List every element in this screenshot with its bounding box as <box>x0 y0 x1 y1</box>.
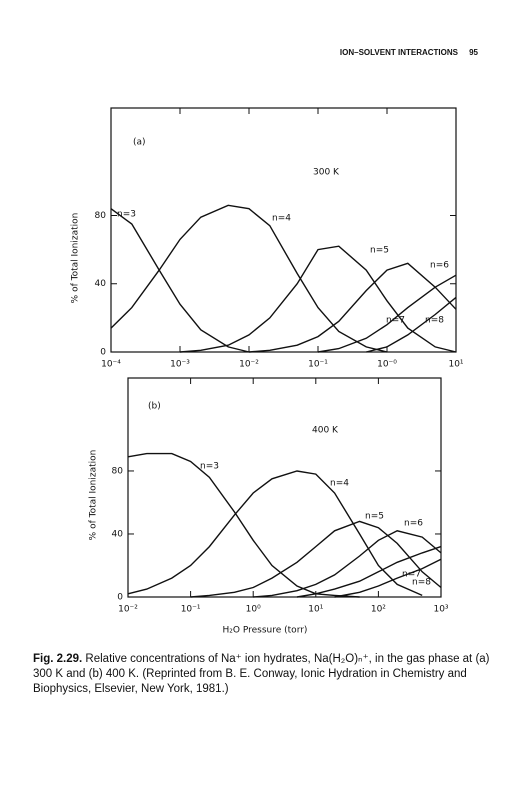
curve-label: n=3 <box>200 462 219 472</box>
curve <box>317 274 457 353</box>
curve <box>334 558 442 598</box>
panel-label: (a) <box>133 138 146 148</box>
curve-label: n=5 <box>365 512 384 522</box>
curve-label: n=5 <box>370 246 389 256</box>
curve-label: n=4 <box>330 479 349 489</box>
plot-frame <box>110 107 457 353</box>
temperature-label: 400 K <box>312 426 339 436</box>
plot-frame <box>127 377 442 598</box>
x-tick-label: 10⁻¹ <box>308 360 328 370</box>
curve-label: n=7 <box>386 316 405 326</box>
x-tick-label: 10⁻¹ <box>181 605 201 615</box>
curve-label: n=7 <box>402 570 421 580</box>
curve-label: n=6 <box>404 519 423 529</box>
running-header: ION–SOLVENT INTERACTIONS <box>340 48 459 57</box>
y-axis-label: % of Total Ionization <box>89 450 99 541</box>
x-tick-label: 10⁰ <box>246 605 261 615</box>
caption-text: Relative concentrations of Na⁺ ion hydra… <box>33 653 490 695</box>
temperature-label: 300 K <box>313 168 340 178</box>
curve <box>248 262 457 353</box>
x-tick-label: 10¹ <box>308 605 323 615</box>
curve <box>127 470 423 597</box>
y-tick-label: 80 <box>95 211 107 221</box>
page-number: 95 <box>469 48 478 57</box>
x-tick-label: 10⁻³ <box>170 360 190 370</box>
curve-label: n=6 <box>430 261 449 271</box>
panel-label: (b) <box>148 402 161 412</box>
y-tick-label: 0 <box>117 593 123 603</box>
x-tick-label: 10¹ <box>448 360 463 370</box>
caption: Fig. 2.29. Relative concentrations of Na… <box>33 652 501 697</box>
curve-label: n=8 <box>425 316 444 326</box>
x-axis-label: H₂O Pressure (torr) <box>223 626 308 636</box>
curve <box>127 452 360 598</box>
y-tick-label: 80 <box>112 466 124 476</box>
x-tick-label: 10² <box>371 605 386 615</box>
curve <box>366 296 457 353</box>
y-tick-label: 40 <box>95 279 107 289</box>
curve <box>110 208 250 353</box>
caption-label: Fig. 2.29. <box>33 653 83 665</box>
x-tick-label: 10⁻⁴ <box>101 360 121 370</box>
curve <box>190 520 442 598</box>
curve-label: n=8 <box>412 578 431 588</box>
curve-label: n=3 <box>117 210 136 220</box>
x-tick-label: 10⁻² <box>239 360 259 370</box>
y-tick-label: 40 <box>112 529 124 539</box>
x-tick-label: 10⁻² <box>118 605 138 615</box>
curve <box>110 204 388 353</box>
y-axis-label: % of Total Ionization <box>71 213 81 304</box>
x-tick-label: 10⁻⁰ <box>377 360 397 370</box>
curve <box>253 530 442 598</box>
curve-label: n=4 <box>272 214 291 224</box>
y-tick-label: 0 <box>100 348 106 358</box>
curve <box>296 545 442 598</box>
x-tick-label: 10³ <box>433 605 448 615</box>
curve <box>179 245 457 353</box>
